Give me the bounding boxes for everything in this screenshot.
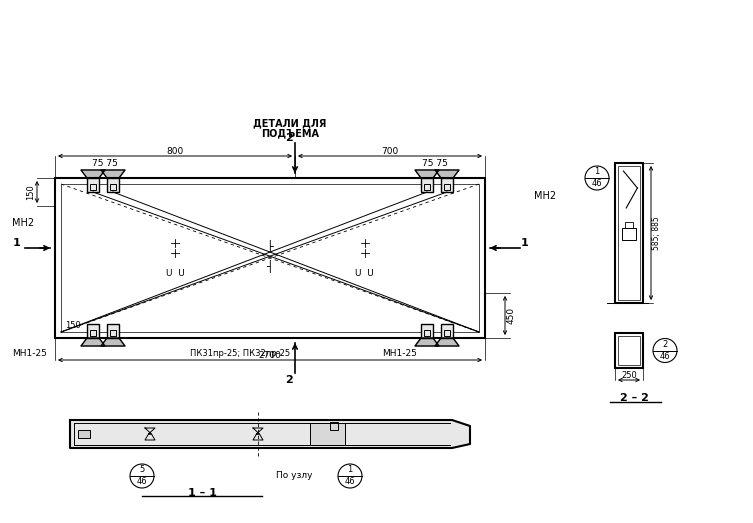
Text: МН2: МН2 [12, 218, 34, 228]
Text: 46: 46 [660, 352, 670, 361]
Bar [310, 423, 345, 445]
Bar [107, 178, 119, 192]
Text: ├: ├ [267, 240, 273, 253]
Text: 1: 1 [594, 167, 599, 176]
Bar [625, 222, 633, 228]
Text: 2700: 2700 [258, 350, 282, 359]
Bar [107, 324, 119, 338]
Text: U  U: U U [166, 268, 184, 278]
Text: 585; 885: 585; 885 [653, 216, 661, 250]
Text: 700: 700 [381, 146, 398, 155]
Text: 2: 2 [663, 340, 668, 349]
Bar [441, 178, 453, 192]
Polygon shape [70, 420, 470, 448]
Text: ПК31пр-25; ПК32пр-25: ПК31пр-25; ПК32пр-25 [190, 348, 290, 358]
Bar [615, 333, 643, 368]
Bar [87, 324, 99, 338]
Bar [110, 330, 116, 336]
Text: МН2: МН2 [534, 191, 556, 201]
Polygon shape [435, 338, 459, 346]
Bar [441, 324, 453, 338]
Polygon shape [81, 338, 105, 346]
Text: 1: 1 [347, 465, 352, 474]
Polygon shape [81, 170, 105, 178]
Text: 800: 800 [166, 146, 184, 155]
Bar [78, 430, 90, 438]
Text: 2: 2 [285, 133, 293, 143]
Polygon shape [415, 338, 439, 346]
Bar [618, 336, 640, 365]
Bar [444, 330, 450, 336]
Bar [444, 184, 450, 190]
Text: 46: 46 [592, 179, 602, 188]
Text: 1 – 1: 1 – 1 [187, 488, 216, 498]
Bar [87, 178, 99, 192]
Polygon shape [101, 338, 125, 346]
Bar [110, 184, 116, 190]
Text: 450: 450 [507, 307, 516, 324]
Text: 2 – 2: 2 – 2 [620, 393, 648, 403]
Text: 250: 250 [621, 370, 637, 380]
Bar [330, 422, 338, 430]
Polygon shape [415, 170, 439, 178]
Text: 150: 150 [65, 322, 81, 331]
Text: По узлу: По узлу [276, 472, 312, 481]
Text: 46: 46 [345, 477, 355, 486]
Bar [61, 184, 479, 332]
Bar [622, 228, 636, 240]
Text: ДЕТАЛИ ДЛЯ: ДЕТАЛИ ДЛЯ [253, 118, 327, 128]
Bar [421, 324, 433, 338]
Text: МН1-25: МН1-25 [383, 348, 417, 358]
Text: 75 75: 75 75 [92, 160, 118, 168]
Text: 1: 1 [521, 238, 529, 248]
Bar [424, 184, 430, 190]
Bar [615, 163, 643, 303]
Bar [421, 178, 433, 192]
Polygon shape [435, 170, 459, 178]
Text: 46: 46 [137, 477, 148, 486]
Bar [55, 178, 485, 338]
Text: ┤: ┤ [267, 259, 273, 272]
Bar [424, 330, 430, 336]
Polygon shape [101, 170, 125, 178]
Text: U  U: U U [355, 268, 374, 278]
Text: 1: 1 [13, 238, 21, 248]
Text: 150: 150 [26, 184, 35, 200]
Bar [90, 330, 96, 336]
Bar [90, 184, 96, 190]
Bar [618, 166, 640, 300]
Text: МН1-25: МН1-25 [13, 348, 47, 358]
Text: 5: 5 [139, 465, 145, 474]
Text: 2: 2 [285, 375, 293, 385]
Text: ПОДЪЕМА: ПОДЪЕМА [261, 128, 319, 138]
Text: 75 75: 75 75 [422, 160, 448, 168]
